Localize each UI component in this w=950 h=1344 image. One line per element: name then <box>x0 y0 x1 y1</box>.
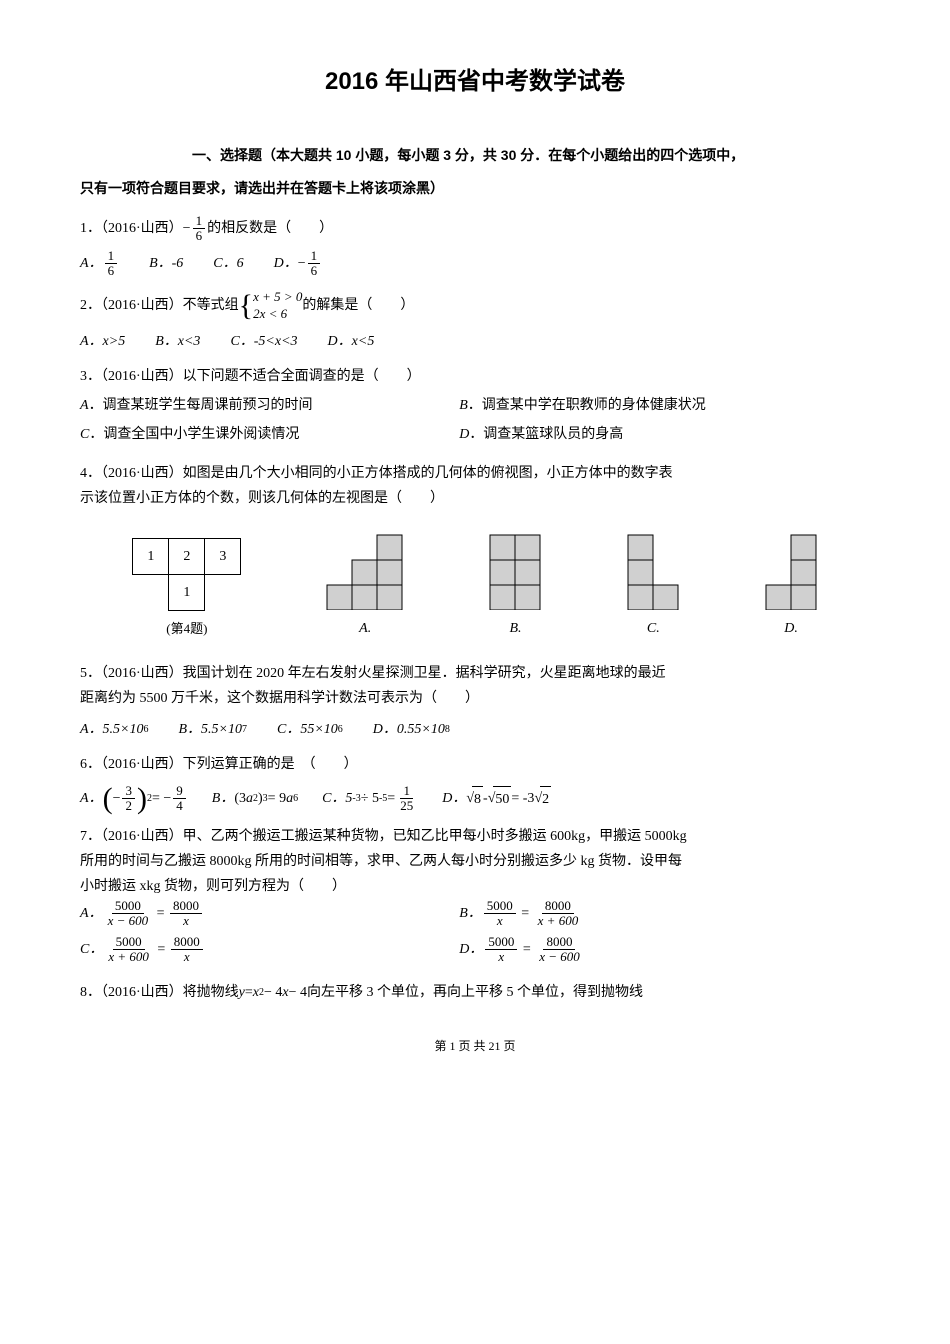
q4-svg-a <box>326 532 404 610</box>
page-footer: 第 1 页 共 21 页 <box>80 1036 870 1058</box>
q6-option-a: A． ( − 3 2 ) 2 = − 9 4 <box>80 784 188 814</box>
q2-system: { x + 5 > 0 2x < 6 <box>239 289 303 323</box>
q1-neg: − <box>183 216 191 241</box>
question-5: 5．（2016·山西）我国计划在 2020 年左右发射火星探测卫星．据科学研究，… <box>80 661 870 743</box>
q5-text2: 距离约为 5500 万千米，这个数据用科学计数法可表示为（ ） <box>80 686 870 711</box>
section-header-line2: 只有一项符合题目要求，请选出并在答题卡上将该项涂黑） <box>80 176 870 201</box>
q5-text1: 5．（2016·山西）我国计划在 2020 年左右发射火星探测卫星．据科学研究，… <box>80 661 870 686</box>
q2-ineq2: 2x < 6 <box>253 306 302 323</box>
q1-d-label: D． <box>274 251 298 276</box>
q4-option-a-view: A. <box>326 532 404 641</box>
q4-label-d: D. <box>784 616 798 641</box>
q2-option-b: B．x<3 <box>155 329 200 354</box>
q7-text2: 所用的时间与乙搬运 8000kg 所用的时间相等，求甲、乙两人每小时分别搬运多少… <box>80 849 870 874</box>
q1-option-c: C．6 <box>213 249 243 279</box>
q4-svg-d <box>765 532 818 610</box>
q3-option-d: D．调查某篮球队员的身高 <box>459 422 838 447</box>
q4-label-a: A. <box>359 616 371 641</box>
q3-option-b: B．调查某中学在职教师的身体健康状况 <box>459 393 838 418</box>
q1-a-label: A． <box>80 251 103 276</box>
q1-option-d: D． − 1 6 <box>274 249 323 279</box>
q8-prefix: 8．（2016·山西）将抛物线 <box>80 980 239 1005</box>
q4-cell-0-2: 3 <box>205 539 241 575</box>
q7-option-d: D． 5000x = 8000x − 600 <box>459 935 838 965</box>
q1-prefix: 1．（2016·山西） <box>80 216 183 241</box>
q4-text1: 4．（2016·山西）如图是由几个大小相同的小正方体搭成的几何体的俯视图，小正方… <box>80 461 870 486</box>
q7-text3: 小时搬运 xkg 货物，则可列方程为（ ） <box>80 874 870 899</box>
question-4: 4．（2016·山西）如图是由几个大小相同的小正方体搭成的几何体的俯视图，小正方… <box>80 461 870 641</box>
q7-option-c: C． 5000x + 600 = 8000x <box>80 935 459 965</box>
q1-frac: 1 6 <box>193 214 206 244</box>
q2-ineq1: x + 5 > 0 <box>253 289 302 306</box>
q4-text2: 示该位置小正方体的个数，则该几何体的左视图是（ ） <box>80 486 870 511</box>
q4-cell-1-1: 1 <box>169 575 205 611</box>
q1-d-num: 1 <box>308 249 321 264</box>
q3-text: 3．（2016·山西）以下问题不适合全面调查的是（ ） <box>80 364 870 389</box>
q4-cell-0-0: 1 <box>133 539 169 575</box>
q2-option-c: C．-5<x<3 <box>230 329 297 354</box>
q2-option-d: D．x<5 <box>328 329 375 354</box>
q1-text-b: 的相反数是（ ） <box>207 216 333 241</box>
q3-option-c: C．调查全国中小学生课外阅读情况 <box>80 422 459 447</box>
question-1: 1．（2016·山西） − 1 6 的相反数是（ ） A． 1 6 B．-6 C… <box>80 214 870 279</box>
q8-suffix: 向左平移 3 个单位，再向上平移 5 个单位，得到抛物线 <box>307 980 643 1005</box>
q4-top-view: 1 2 3 1 (第4题) <box>132 538 241 640</box>
question-7: 7．（2016·山西）甲、乙两个搬运工搬运某种货物，已知乙比甲每小时多搬运 60… <box>80 824 870 971</box>
q1-frac-den: 6 <box>193 229 206 243</box>
q1-d-neg: − <box>298 251 306 276</box>
q4-diagrams: 1 2 3 1 (第4题) A. <box>80 532 870 641</box>
q5-option-c: C．55×106 <box>277 717 343 742</box>
q6-option-c: C．5-3 ÷ 5-5 = 1 25 <box>322 784 418 814</box>
q1-a-num: 1 <box>105 249 118 264</box>
q7-option-a: A． 5000x − 600 = 8000x <box>80 899 459 929</box>
question-8: 8．（2016·山西）将抛物线 y = x2 − 4 x − 4 向左平移 3 … <box>80 980 870 1005</box>
question-3: 3．（2016·山西）以下问题不适合全面调查的是（ ） AA．调查某班学生每周课… <box>80 364 870 452</box>
q2-option-a: A．x>5 <box>80 329 125 354</box>
q7-option-b: B． 5000x = 8000x + 600 <box>459 899 838 929</box>
q4-label-b: B. <box>509 616 521 641</box>
q6-option-d: D． √8 - √50 = -3 √2 <box>442 784 551 814</box>
q5-option-d: D．0.55×108 <box>373 717 450 742</box>
q1-d-den: 6 <box>308 264 321 278</box>
q1-frac-num: 1 <box>193 214 206 229</box>
q4-svg-b <box>489 532 542 610</box>
q5-option-a: A．5.5×106 <box>80 717 149 742</box>
q7-text1: 7．（2016·山西）甲、乙两个搬运工搬运某种货物，已知乙比甲每小时多搬运 60… <box>80 824 870 849</box>
exam-title: 2016 年山西省中考数学试卷 <box>80 60 870 103</box>
q4-grid-label: (第4题) <box>166 617 207 640</box>
q2-prefix: 2．（2016·山西）不等式组 <box>80 293 239 318</box>
q1-a-den: 6 <box>105 264 118 278</box>
q6-text: 6．（2016·山西）下列运算正确的是 （ ） <box>80 752 870 777</box>
q3-option-a: AA．调查某班学生每周课前预习的时间．调查某班学生每周课前预习的时间 <box>80 393 459 418</box>
q1-option-b: B．-6 <box>149 249 183 279</box>
section-header-line1: 一、选择题（本大题共 10 小题，每小题 3 分，共 30 分．在每个小题给出的… <box>80 143 870 168</box>
q6-option-b: B． (3a2)3 = 9a6 <box>212 784 298 814</box>
q4-label-c: C. <box>647 616 660 641</box>
question-2: 2．（2016·山西）不等式组 { x + 5 > 0 2x < 6 的解集是（… <box>80 289 870 354</box>
question-6: 6．（2016·山西）下列运算正确的是 （ ） A． ( − 3 2 ) 2 =… <box>80 752 870 813</box>
q1-option-a: A． 1 6 <box>80 249 119 279</box>
q5-option-b: B．5.5×107 <box>179 717 248 742</box>
q4-cell-0-1: 2 <box>169 539 205 575</box>
q4-option-c-view: C. <box>627 532 680 641</box>
q2-suffix: 的解集是（ ） <box>302 293 414 318</box>
q4-svg-c <box>627 532 680 610</box>
q4-option-b-view: B. <box>489 532 542 641</box>
q4-option-d-view: D. <box>765 532 818 641</box>
